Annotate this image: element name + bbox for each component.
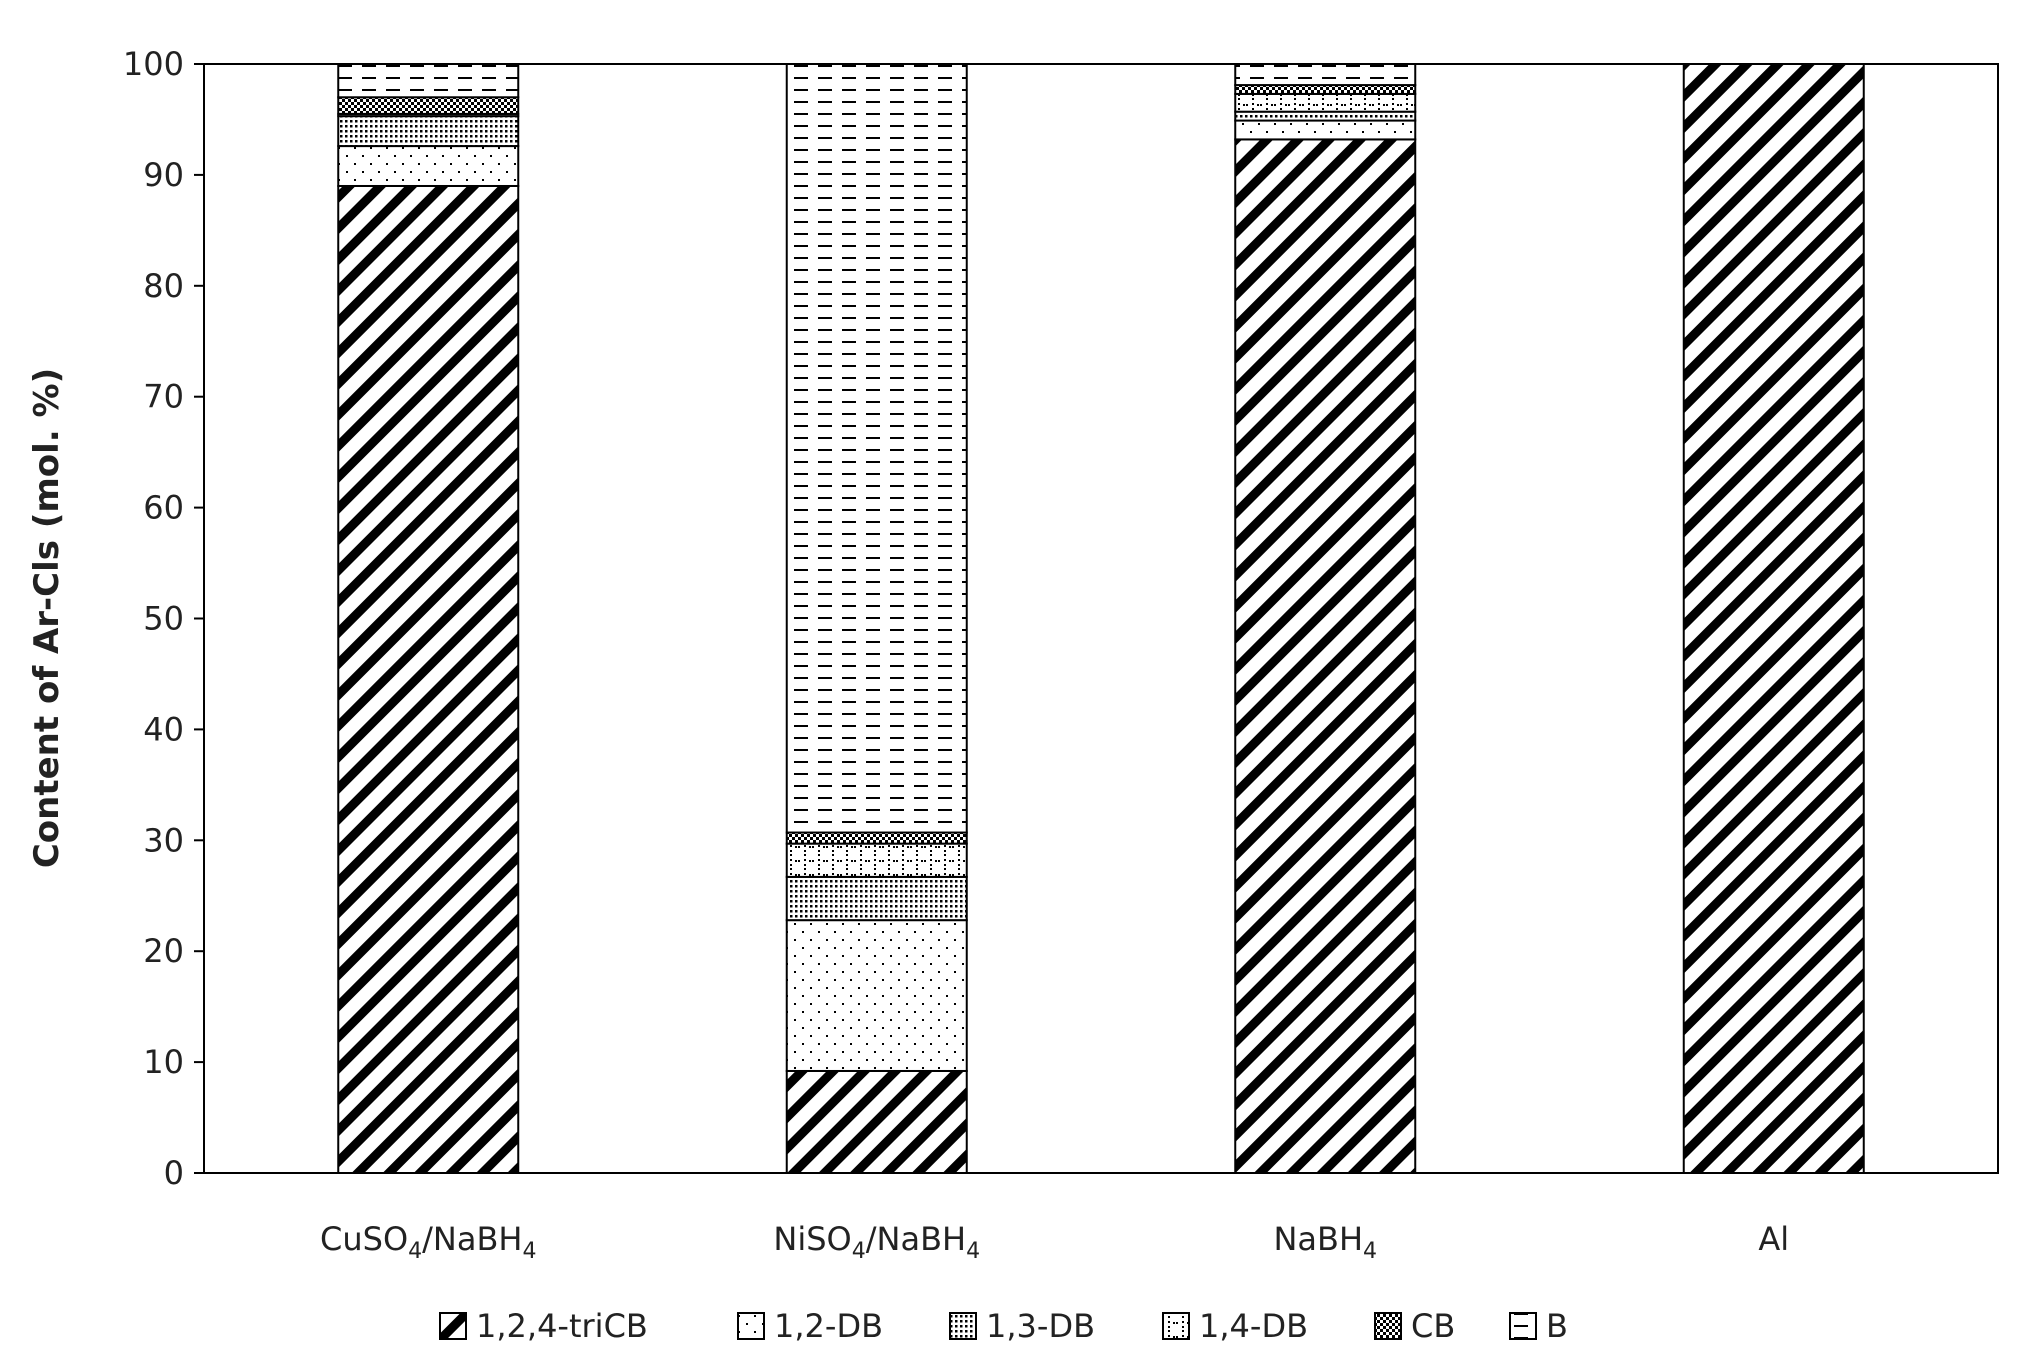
x-axis-labels: CuSO4/NaBH4 NiSO4/NaBH4 NaBH4 Al	[320, 1220, 1789, 1264]
legend-swatch	[1162, 1312, 1190, 1340]
x-label-text: NaBH	[1273, 1220, 1363, 1258]
legend-swatch	[949, 1312, 977, 1340]
bar-stack	[1682, 63, 1865, 1174]
bar-segment-b	[1234, 63, 1417, 87]
bar-segment-cb	[785, 831, 968, 845]
legend-item: 1,3-DB	[949, 1307, 1095, 1345]
y-axis-ticks: 0 10 20 30 40 50 60 70 80 90 100	[123, 45, 204, 1192]
bar-segment-1-2-4-tricb	[1682, 63, 1865, 1174]
y-axis-label: Content of Ar-Cls (mol. %)	[27, 368, 67, 868]
x-label-text: NiSO	[773, 1220, 851, 1258]
legend-item: 1,2-DB	[737, 1307, 883, 1345]
y-tick-label: 80	[143, 267, 184, 305]
y-tick-label: 20	[143, 932, 184, 970]
bar-segment-1-2-4-tricb	[785, 1069, 968, 1175]
x-label-text: CuSO	[320, 1220, 408, 1258]
legend-item: B	[1509, 1307, 1568, 1345]
bar-segment-1-2-db	[785, 919, 968, 1072]
legend-swatch	[1374, 1312, 1402, 1340]
bar-segment-1-4-db	[785, 842, 968, 878]
x-tick-label: CuSO4/NaBH4	[320, 1220, 536, 1264]
legend: 1,2,4-triCB 1,2-DB 1,3-DB 1,4-DB CB B	[439, 1307, 1568, 1345]
legend-swatch	[439, 1312, 467, 1340]
y-tick-label: 90	[143, 156, 184, 194]
legend-label: 1,2,4-triCB	[476, 1307, 648, 1345]
x-label-text: /NaBH	[866, 1220, 966, 1258]
bar-segment-b	[337, 63, 520, 99]
bar-segment-1-2-4-tricb	[337, 184, 520, 1175]
legend-label: B	[1546, 1307, 1568, 1345]
y-tick-label: 10	[143, 1043, 184, 1081]
bar-segment-cb	[337, 96, 520, 115]
x-tick-label: NaBH4	[1273, 1220, 1377, 1264]
legend-label: 1,2-DB	[774, 1307, 883, 1345]
legend-item: CB	[1374, 1307, 1455, 1345]
bar-segment-1-4-db	[1234, 92, 1417, 113]
bar-stack	[1234, 63, 1417, 1175]
bar-segment-b	[785, 63, 968, 834]
bar-segment-1-2-db	[337, 145, 520, 187]
bar-segment-1-2-db	[1234, 119, 1417, 141]
x-label-subscript: 4	[852, 1239, 866, 1264]
x-label-text: Al	[1758, 1220, 1789, 1258]
x-label-subscript: 4	[408, 1239, 422, 1264]
bars-layer	[337, 63, 1865, 1175]
y-tick-label: 70	[143, 378, 184, 416]
bar-segment-1-3-db	[1234, 110, 1417, 122]
legend-swatch	[737, 1312, 765, 1340]
bar-segment-1-3-db	[337, 115, 520, 148]
legend-item: 1,4-DB	[1162, 1307, 1308, 1345]
legend-item: 1,2,4-triCB	[439, 1307, 648, 1345]
bar-segment-1-2-4-tricb	[1234, 138, 1417, 1175]
y-tick-label: 60	[143, 489, 184, 527]
bar-segment-cb	[1234, 84, 1417, 95]
y-tick-label: 0	[164, 1154, 184, 1192]
x-label-subscript: 4	[966, 1239, 980, 1264]
x-tick-label: NiSO4/NaBH4	[773, 1220, 980, 1264]
y-tick-label: 100	[123, 45, 184, 83]
legend-label: 1,3-DB	[986, 1307, 1095, 1345]
x-label-text: /NaBH	[422, 1220, 522, 1258]
bar-stack	[785, 63, 968, 1175]
legend-label: 1,4-DB	[1199, 1307, 1308, 1345]
y-tick-label: 50	[143, 600, 184, 638]
bar-stack	[337, 63, 520, 1175]
legend-swatch	[1509, 1312, 1537, 1340]
y-tick-label: 40	[143, 710, 184, 748]
x-label-subscript: 4	[1363, 1239, 1377, 1264]
x-tick-label: Al	[1758, 1220, 1789, 1258]
y-tick-label: 30	[143, 821, 184, 859]
legend-label: CB	[1411, 1307, 1455, 1345]
x-label-subscript: 4	[522, 1239, 536, 1264]
bar-segment-1-3-db	[785, 875, 968, 922]
